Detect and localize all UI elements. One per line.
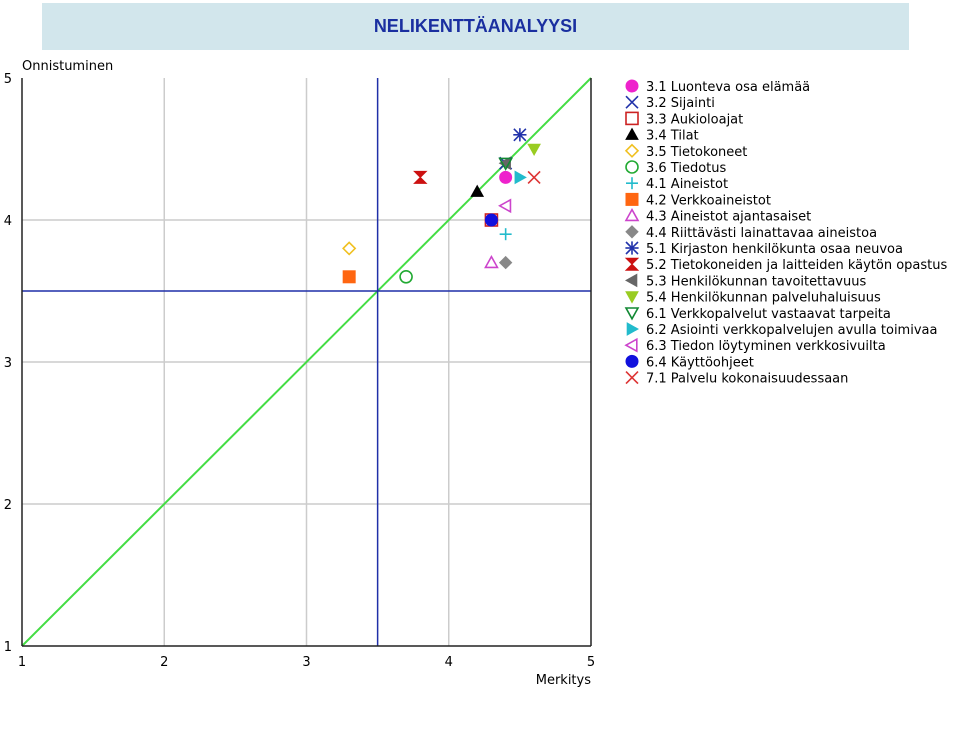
data-point-9: [484, 254, 499, 269]
legend-label-12: 5.2 Tietokoneiden ja laitteiden käytön o…: [646, 258, 947, 273]
data-point-1: [499, 170, 513, 184]
legend-label-17: 6.3 Tiedon löytyminen verkkosivuilta: [646, 339, 886, 354]
legend-label-1: 3.1 Luonteva osa elämää: [646, 80, 810, 95]
legend-label-6: 3.6 Tiedotus: [646, 161, 726, 176]
legend-marker-3: [625, 111, 639, 126]
data-point-10: [498, 255, 513, 270]
data-point-6: [399, 269, 413, 284]
data-point-19: [527, 170, 541, 184]
data-point-16: [514, 170, 527, 185]
data-point-5: [342, 241, 357, 256]
legend-marker-2: [625, 95, 639, 109]
legend-label-18: 6.4 Käyttöohjeet: [646, 355, 754, 370]
legend-marker-11: [625, 241, 639, 255]
data-point-18: [484, 213, 498, 227]
y-axis-label: Onnistuminen: [22, 59, 113, 74]
y-tick-label: 3: [4, 356, 12, 371]
data-point-4: [470, 184, 485, 197]
legend-marker-7: [626, 177, 638, 190]
data-point-11: [513, 128, 527, 142]
y-tick-label: 2: [4, 498, 12, 513]
data-point-14: [527, 143, 541, 157]
legend-marker-14: [625, 291, 639, 304]
legend-label-16: 6.2 Asiointi verkkopalvelujen avulla toi…: [646, 323, 937, 338]
x-axis-label: Merkitys: [536, 673, 591, 688]
legend-label-13: 5.3 Henkilökunnan tavoitettavuus: [646, 274, 866, 289]
y-tick-label: 1: [4, 640, 12, 655]
legend-label-3: 3.3 Aukioloajat: [646, 112, 743, 127]
y-tick-label: 4: [4, 214, 12, 229]
legend-marker-6: [625, 160, 639, 174]
legend-label-10: 4.4 Riittävästi lainattavaa aineistoa: [646, 226, 877, 241]
legend-marker-10: [625, 225, 639, 239]
legend-marker-17: [624, 337, 638, 353]
x-tick-label: 1: [18, 655, 26, 670]
legend-marker-12: [624, 257, 640, 271]
data-point-12: [413, 170, 428, 184]
legend-label-9: 4.3 Aineistot ajantasaiset: [646, 210, 811, 225]
legend-marker-1: [625, 79, 639, 93]
x-tick-label: 4: [445, 655, 453, 670]
data-point-17: [498, 198, 512, 214]
legend-label-4: 3.4 Tilat: [646, 129, 699, 144]
legend-label-5: 3.5 Tietokoneet: [646, 145, 747, 160]
legend-marker-8: [625, 192, 639, 206]
legend-label-19: 7.1 Palvelu kokonaisuudessaan: [646, 372, 848, 387]
title-banner: NELIKENTTÄANALYYSI: [42, 3, 909, 50]
legend-label-8: 4.2 Verkkoaineistot: [646, 193, 771, 208]
diagonal-line: [21, 77, 592, 647]
x-tick-label: 2: [160, 655, 168, 670]
legend-label-11: 5.1 Kirjaston henkilökunta osaa neuvoa: [646, 242, 903, 257]
legend-label-7: 4.1 Aineistot: [646, 177, 728, 192]
page-title: NELIKENTTÄANALYYSI: [373, 16, 578, 36]
legend-marker-15: [624, 307, 640, 321]
data-point-7: [499, 228, 512, 241]
x-tick-label: 3: [302, 655, 310, 670]
legend-label-15: 6.1 Verkkopalvelut vastaavat tarpeita: [646, 307, 891, 322]
data-point-8: [342, 270, 356, 284]
legend-label-14: 5.4 Henkilökunnan palveluhaluisuus: [646, 291, 881, 306]
x-tick-label: 5: [587, 655, 595, 670]
legend-label-2: 3.2 Sijainti: [646, 96, 715, 111]
legend-marker-18: [625, 354, 639, 368]
legend-marker-16: [626, 322, 640, 336]
data-point-15: [498, 157, 514, 171]
legend-marker-4: [625, 127, 639, 140]
y-tick-label: 5: [4, 72, 12, 87]
legend-marker-5: [624, 143, 640, 158]
legend-marker-9: [624, 207, 640, 222]
legend-marker-13: [624, 273, 638, 288]
legend-marker-19: [625, 371, 639, 385]
